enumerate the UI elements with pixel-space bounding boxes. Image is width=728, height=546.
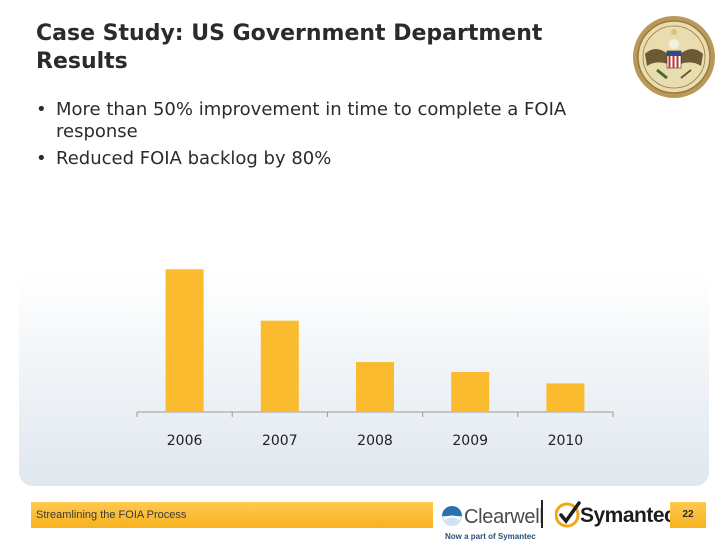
logo-divider <box>541 500 543 528</box>
symantec-check-icon <box>555 501 581 528</box>
clearwell-tagline: Now a part of Symantec <box>445 532 536 541</box>
x-tick-label: 2006 <box>167 433 203 449</box>
great-seal-icon <box>633 16 715 98</box>
footer-text: Streamlining the FOIA Process <box>36 509 187 521</box>
title-line-1: Case Study: US Government Department <box>36 21 543 46</box>
x-tick-label: 2007 <box>262 433 298 449</box>
bullet-list: More than 50% improvement in time to com… <box>36 99 626 175</box>
bar-2009 <box>451 372 490 412</box>
footer-bar <box>31 502 433 528</box>
slide-title: Case Study: US Government Department Res… <box>36 20 596 76</box>
bar-2006 <box>165 269 204 412</box>
x-tick-label: 2009 <box>452 433 488 449</box>
page-number-badge <box>670 502 706 528</box>
bar-2008 <box>356 362 394 412</box>
symantec-logo-text: Symantec. <box>580 504 681 527</box>
bullet-item: More than 50% improvement in time to com… <box>36 99 626 143</box>
clearwell-logo-text: Clearwell <box>464 506 544 528</box>
clearwell-logo-icon <box>442 506 462 526</box>
bar-2010 <box>546 383 585 412</box>
x-tick-label: 2008 <box>357 433 393 449</box>
x-tick-label: 2010 <box>548 433 584 449</box>
page-number: 22 <box>682 509 694 520</box>
title-line-2: Results <box>36 49 128 74</box>
bar-2007 <box>260 320 299 412</box>
bullet-item: Reduced FOIA backlog by 80% <box>36 148 626 170</box>
